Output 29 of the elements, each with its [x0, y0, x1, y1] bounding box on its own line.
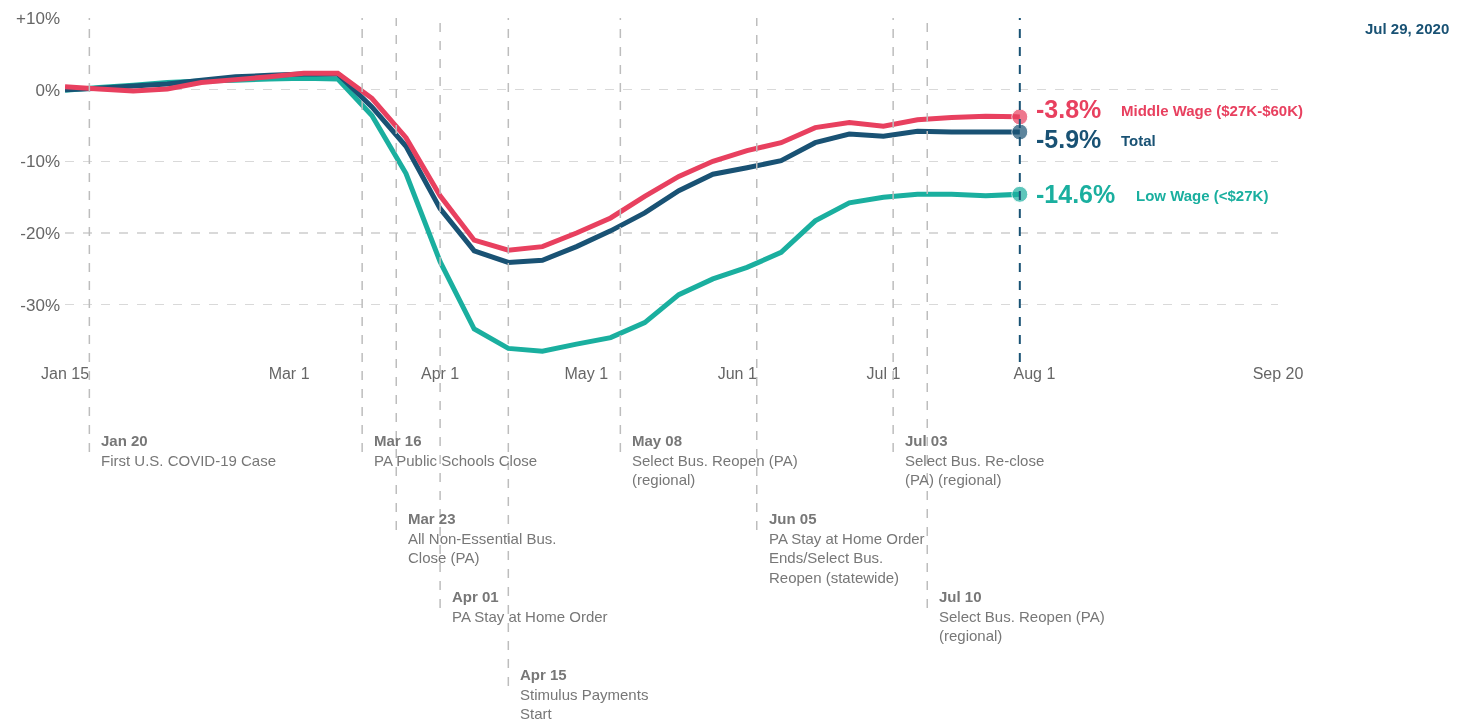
ref-line-label: Mar 16 PA Public Schools Close	[374, 432, 538, 469]
y-tick-label: 0%	[35, 80, 60, 100]
ref-line-label: Mar 23 All Non-Essential Bus. Close (PA)	[408, 510, 557, 566]
x-tick-label: Jan 15	[40, 365, 90, 382]
text: Low Wage (<$27K)	[1136, 187, 1269, 204]
x-tick-label: Sep 20	[1252, 365, 1304, 382]
data-label: -3.8%	[1036, 95, 1102, 123]
ref-line-label: Jul 03 Select Bus. Re-close (PA) (regional)	[905, 432, 1045, 488]
y-tick-label: -10%	[20, 152, 60, 172]
x-tick-label: Apr 1	[420, 365, 460, 382]
data-label: -5.9%	[1036, 125, 1102, 153]
text: Middle Wage ($27K-$60K)	[1121, 102, 1303, 119]
x-tick-label: Jul 1	[866, 365, 901, 382]
x-tick-label: Aug 1	[1013, 365, 1056, 382]
ref-line-label: Jul 10 Select Bus. Reopen (PA) (regional)	[939, 588, 1105, 644]
ref-line-label: Jan 20 First U.S. COVID-19 Case	[101, 432, 277, 469]
ref-line-label: Apr 15 Stimulus Payments Start	[520, 666, 649, 722]
ref-line-label: Jun 05 PA Stay at Home Order Ends/Select Bus. Reopen (statewide)	[769, 510, 925, 586]
y-tick-label: -30%	[20, 295, 60, 315]
ref-line-label: Jul 29, 2020	[1365, 20, 1450, 37]
y-tick-label: +10%	[16, 8, 60, 28]
x-tick-label: Jun 1	[717, 365, 757, 382]
text: Total	[1121, 132, 1156, 149]
x-tick-label: May 1	[564, 365, 609, 382]
y-tick-label: -20%	[20, 223, 60, 243]
x-tick-label: Mar 1	[268, 365, 310, 382]
ref-line-label: Apr 01 PA Stay at Home Order	[452, 588, 608, 625]
data-label: -14.6%	[1036, 180, 1116, 208]
ref-line-label: May 08 Select Bus. Reopen (PA) (regional)	[632, 432, 798, 488]
